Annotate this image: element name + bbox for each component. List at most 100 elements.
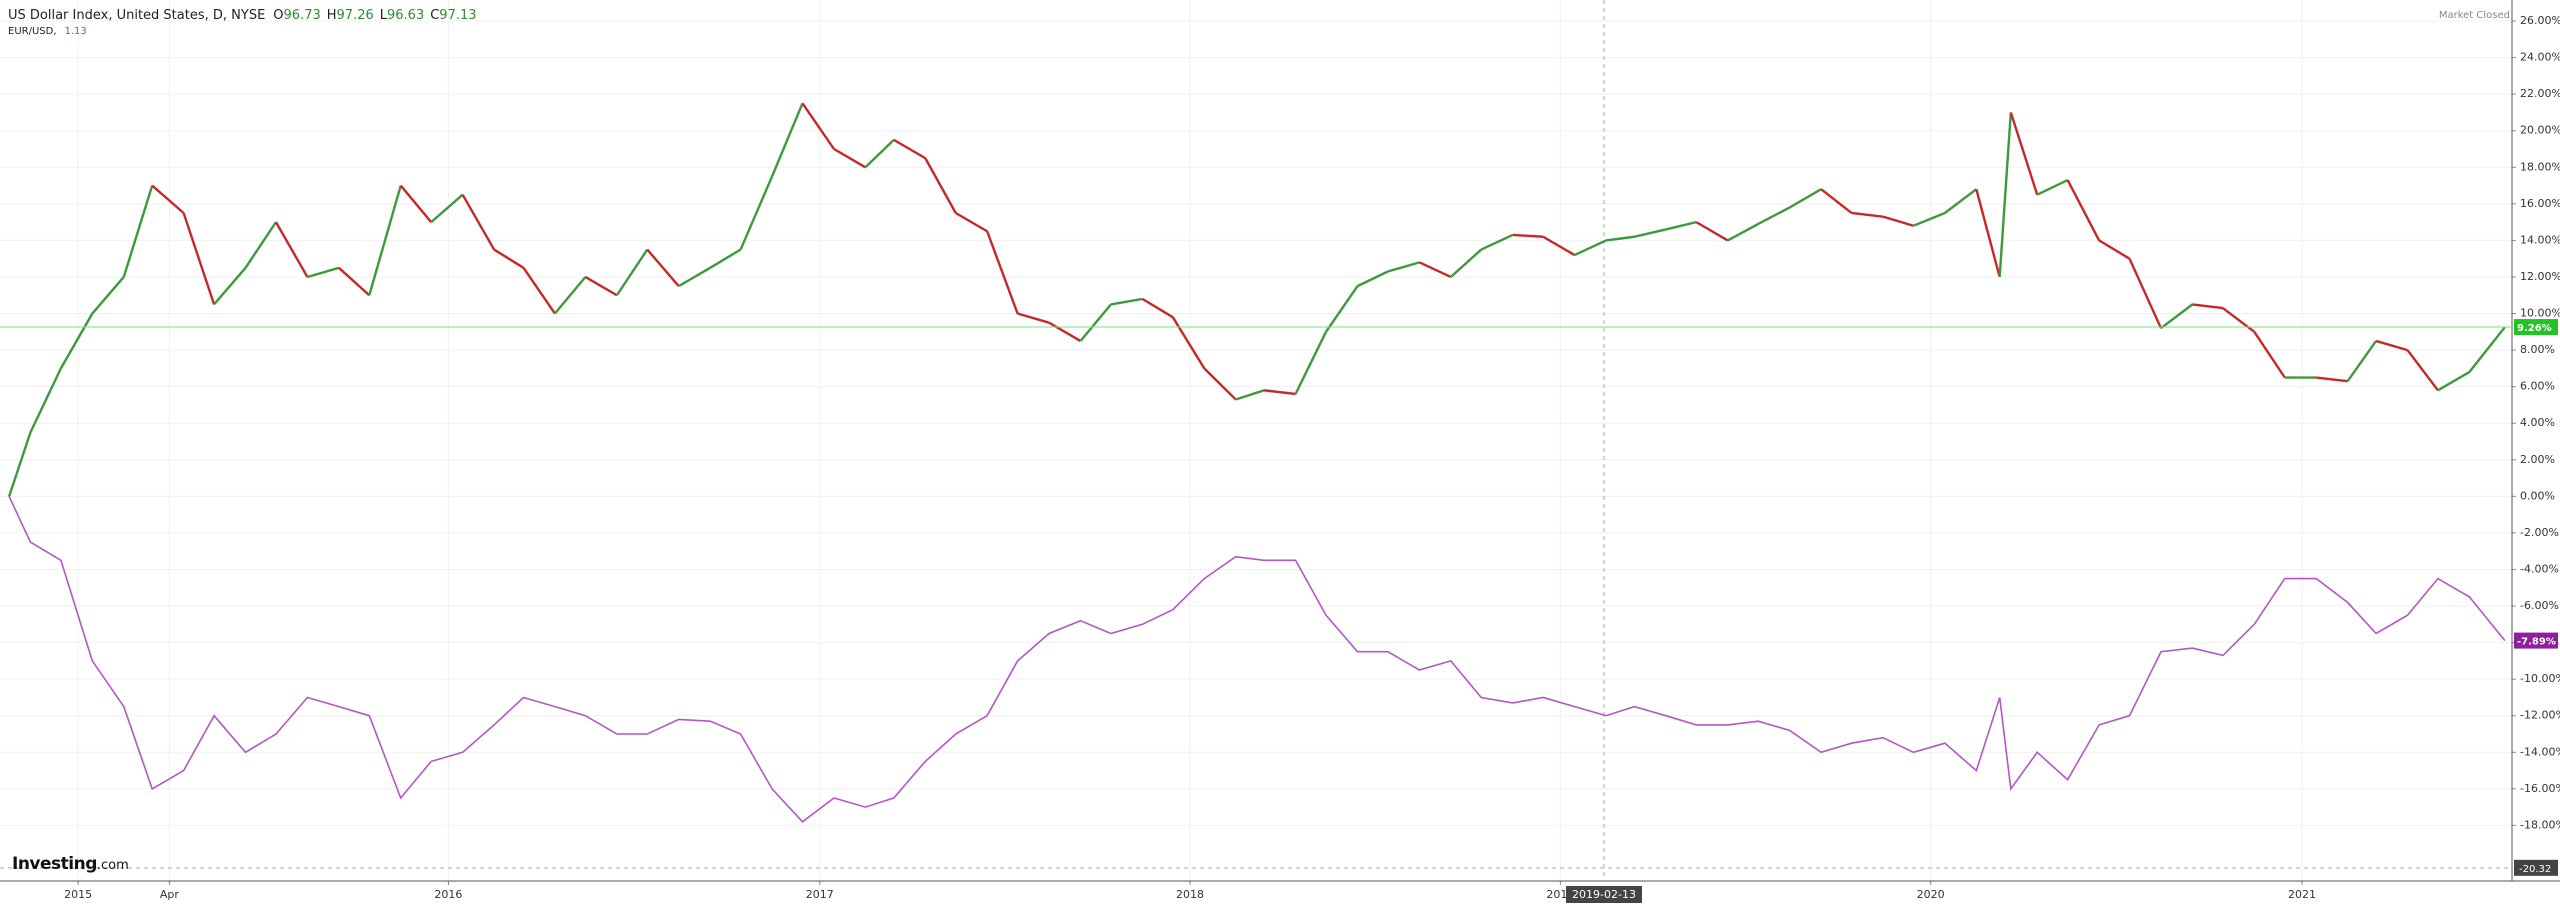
- x-tick-label: 2020: [1917, 888, 1945, 901]
- price-segment: [91, 276, 125, 315]
- price-segment: [244, 221, 277, 269]
- price-segment: [1387, 261, 1420, 273]
- price-tag-label: 9.26%: [2517, 323, 2552, 334]
- price-segment: [1110, 297, 1143, 306]
- price-segment: [2066, 179, 2101, 241]
- price-segment: [739, 175, 774, 251]
- price-segment: [493, 248, 525, 269]
- x-tick-label: Apr: [160, 888, 180, 901]
- price-segment: [1820, 188, 1853, 214]
- price-segment: [1634, 228, 1667, 238]
- price-segment: [2253, 331, 2286, 379]
- price-segment: [1325, 285, 1359, 333]
- price-segment: [1574, 239, 1607, 257]
- y-tick-label: 6.00%: [2520, 380, 2555, 393]
- ohlc-label: H: [326, 8, 337, 23]
- y-tick-label: -10.00%: [2520, 672, 2560, 685]
- crosshair-y-label: -20.32: [2519, 864, 2551, 875]
- price-segment: [7, 431, 32, 497]
- price-segment: [2437, 370, 2470, 392]
- x-tick-label: 2021: [2288, 888, 2316, 901]
- price-segment: [833, 147, 867, 169]
- price-segment: [1757, 206, 1791, 226]
- y-tick-label: 10.00%: [2520, 307, 2560, 320]
- price-segment: [182, 212, 216, 305]
- series-line: [8, 496, 2506, 823]
- y-tick-label: 8.00%: [2520, 343, 2555, 356]
- crosshair-y-tag: [2514, 859, 2558, 876]
- price-segment: [59, 312, 94, 369]
- y-tick-label: 4.00%: [2520, 416, 2555, 429]
- price-segment: [2375, 339, 2408, 352]
- y-tick-label: -6.00%: [2520, 599, 2559, 612]
- ohlc-label: C: [430, 8, 440, 23]
- price-segment: [678, 266, 711, 288]
- price-segment: [430, 193, 464, 224]
- y-tick-label: 18.00%: [2520, 160, 2560, 173]
- ohlc-value: 97.13: [439, 8, 477, 23]
- compare-symbol[interactable]: EUR/USD,: [8, 26, 57, 37]
- ohlc: O96.73 H97.26 L96.63 C97.13: [273, 8, 482, 23]
- logo-suffix: .com: [96, 858, 129, 873]
- logo: Investing.com: [12, 854, 129, 874]
- market-status: Market Closed: [2438, 10, 2510, 21]
- y-tick-label: 2.00%: [2520, 453, 2555, 466]
- y-tick-label: 0.00%: [2520, 489, 2555, 502]
- price-segment: [1418, 261, 1452, 279]
- x-tick-label: 2018: [1176, 888, 1204, 901]
- y-tick-label: 12.00%: [2520, 270, 2560, 283]
- price-segment: [1263, 389, 1296, 396]
- price-segment: [1356, 270, 1389, 288]
- price-segment: [986, 230, 1019, 314]
- ohlc-label: O: [273, 8, 284, 23]
- price-segment: [399, 184, 433, 223]
- symbol-title[interactable]: US Dollar Index, United States, D, NYSE: [8, 8, 266, 23]
- main-legend: US Dollar Index, United States, D, NYSE …: [8, 8, 483, 23]
- price-segment: [1727, 222, 1759, 242]
- price-segment: [1998, 112, 2013, 278]
- price-tag: [2514, 632, 2558, 649]
- price-segment: [307, 266, 340, 279]
- x-tick-label: 2015: [64, 888, 92, 901]
- y-tick-label: -14.00%: [2520, 745, 2560, 758]
- price-segment: [893, 138, 926, 160]
- price-segment: [1851, 211, 1884, 218]
- price-segment: [2222, 307, 2256, 333]
- price-segment: [1235, 389, 1265, 401]
- price-segment: [924, 157, 957, 214]
- price-segment: [1665, 220, 1697, 231]
- price-segment: [646, 248, 680, 287]
- price-segment: [615, 248, 649, 296]
- price-segment: [213, 267, 247, 306]
- price-tag: [2514, 319, 2558, 336]
- ohlc-label: L: [379, 8, 387, 23]
- price-segment: [584, 275, 618, 297]
- y-tick-label: 24.00%: [2520, 51, 2560, 64]
- price-segment: [274, 221, 309, 278]
- price-tag-label: -7.89%: [2517, 637, 2556, 648]
- price-segment: [709, 248, 742, 269]
- price-segment: [770, 102, 804, 177]
- price-segment: [955, 211, 988, 233]
- y-tick-label: 14.00%: [2520, 233, 2560, 246]
- crosshair-x-tag: [1565, 886, 1642, 903]
- price-segment: [2192, 303, 2223, 310]
- price-segment: [1912, 211, 1946, 227]
- y-tick-label: -12.00%: [2520, 709, 2560, 722]
- ohlc-value: 96.73: [283, 8, 321, 23]
- price-segment: [29, 367, 62, 433]
- price-segment: [1171, 316, 1206, 370]
- y-tick-label: 22.00%: [2520, 87, 2560, 100]
- price-segment: [2009, 112, 2039, 196]
- price-segment: [1294, 331, 1328, 395]
- y-tick-label: -4.00%: [2520, 562, 2559, 575]
- y-tick-label: -16.00%: [2520, 782, 2560, 795]
- price-segment: [2036, 178, 2069, 196]
- logo-brand: Investing: [12, 854, 97, 874]
- price-segment: [2128, 258, 2163, 329]
- price-segment: [2316, 376, 2348, 383]
- ohlc-value: 96.63: [387, 8, 425, 23]
- crosshair-x-label: 2019-02-13: [1572, 888, 1636, 901]
- price-segment: [461, 194, 496, 251]
